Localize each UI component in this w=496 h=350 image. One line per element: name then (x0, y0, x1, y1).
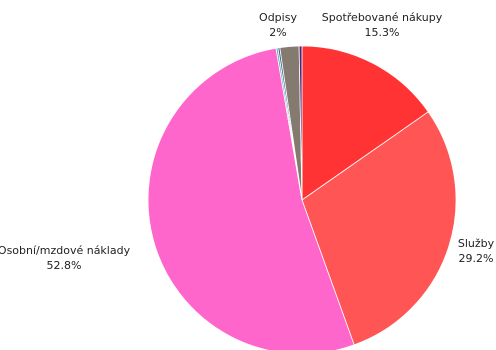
slice-label-percent: 29.2% (458, 252, 494, 265)
pie-slice-spot-ebovan-n-kupy (301, 45, 429, 201)
slice-label-spotrebovane-nakupy: Spotřebované nákupy 15.3% (322, 10, 442, 40)
slice-label-name: Odpisy (259, 11, 297, 24)
slice-label-sluzby: Služby 29.2% (458, 236, 494, 266)
slice-label-osobni-mzdove-naklady: Osobní/mzdové náklady 52.8% (0, 243, 130, 273)
slice-label-name: Spotřebované nákupy (321, 11, 443, 24)
slice-label-odpisy: Odpisy 2% (259, 10, 297, 40)
slice-label-percent: 15.3% (364, 26, 400, 39)
slice-label-percent: 52.8% (46, 259, 82, 272)
slice-label-name: Osobní/mzdové náklady (0, 244, 131, 257)
pie-slices (147, 45, 457, 350)
pie-slice-unlabeled-6 (298, 45, 303, 201)
slice-label-percent: 2% (269, 26, 287, 39)
pie-slice-slu-by (301, 111, 457, 346)
slice-label-name: Služby (457, 237, 495, 250)
pie-slice-osobn-mzdov-n-klady (147, 47, 355, 350)
